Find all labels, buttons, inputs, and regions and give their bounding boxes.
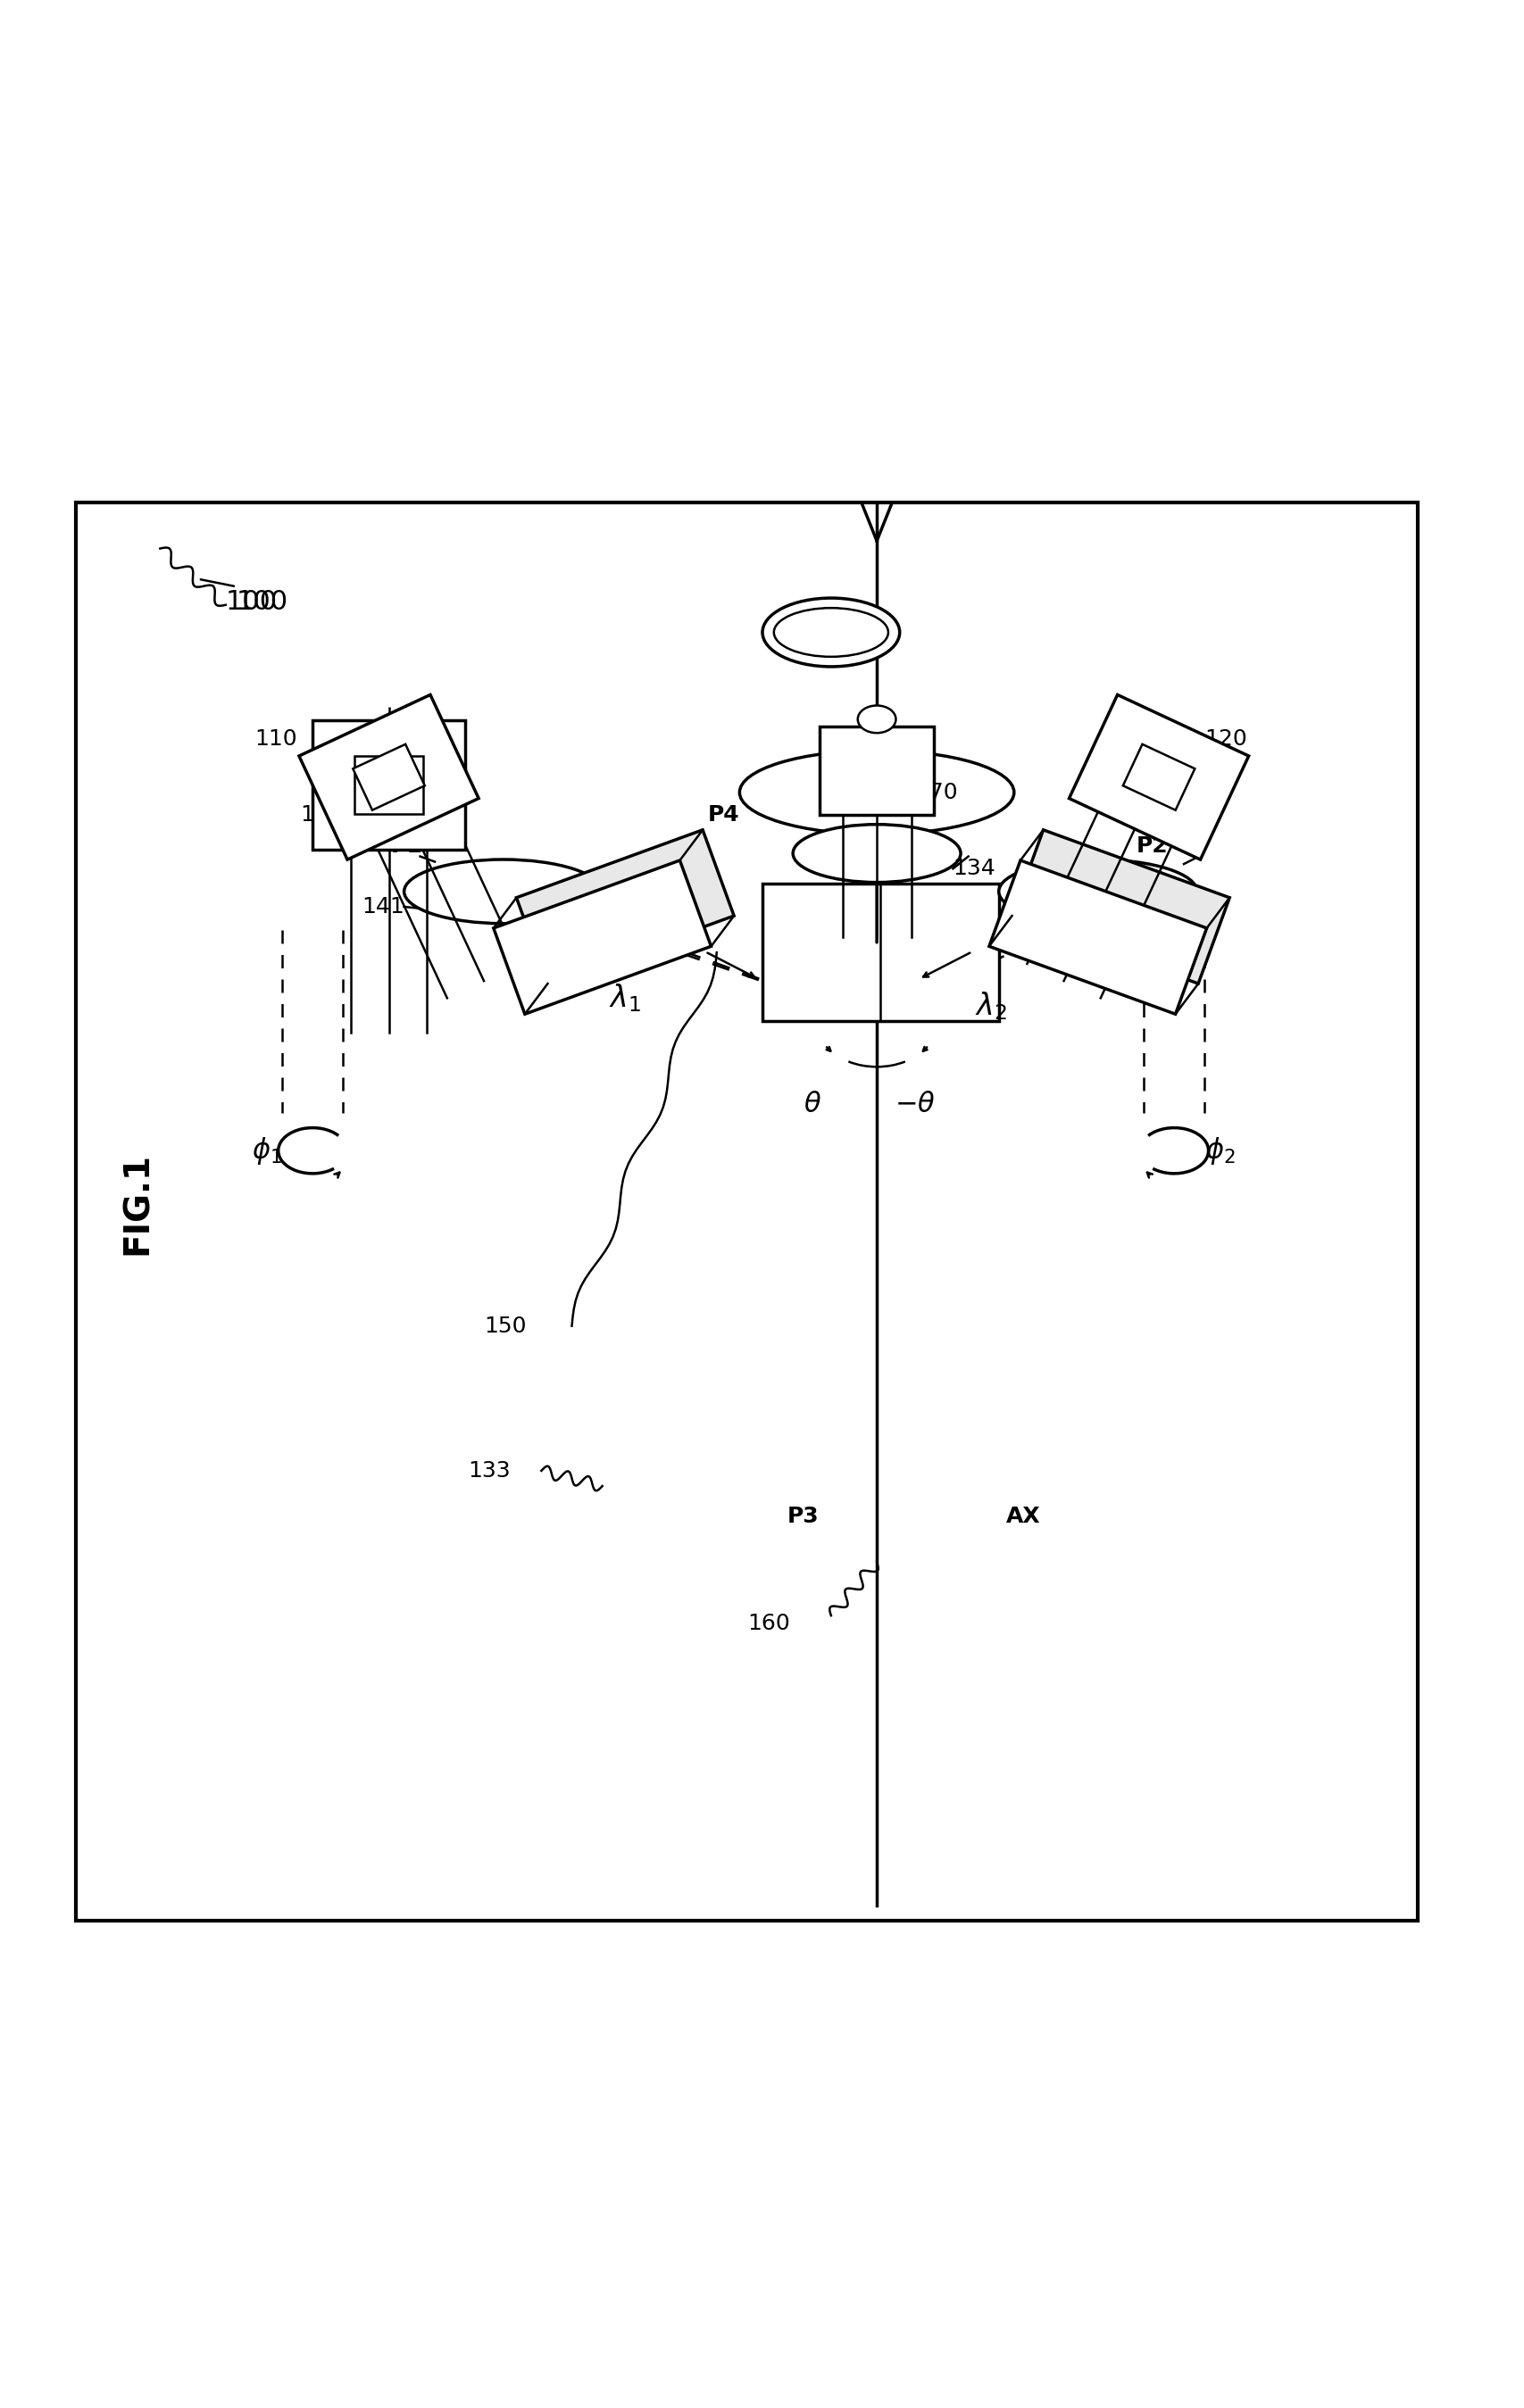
Text: 133: 133 xyxy=(468,1459,511,1481)
Bar xyxy=(820,727,933,816)
Text: 160: 160 xyxy=(747,1613,789,1635)
Ellipse shape xyxy=(774,607,887,657)
Text: $-\theta$: $-\theta$ xyxy=(895,1091,934,1117)
Ellipse shape xyxy=(856,706,896,732)
Text: AX: AX xyxy=(1006,1505,1041,1527)
Polygon shape xyxy=(989,860,1205,1014)
Text: 131: 131 xyxy=(300,804,343,826)
Polygon shape xyxy=(299,696,479,860)
Text: $\phi_2$: $\phi_2$ xyxy=(1204,1134,1234,1165)
Polygon shape xyxy=(1068,696,1248,860)
Polygon shape xyxy=(1122,744,1195,809)
Polygon shape xyxy=(494,860,710,1014)
Polygon shape xyxy=(352,744,425,809)
Text: 134: 134 xyxy=(952,857,995,879)
FancyBboxPatch shape xyxy=(76,503,1417,1922)
Ellipse shape xyxy=(404,860,602,925)
Text: 110: 110 xyxy=(255,727,297,749)
Text: 120: 120 xyxy=(1204,727,1247,749)
Text: 170: 170 xyxy=(914,783,957,804)
Bar xyxy=(762,884,998,1021)
Text: P3: P3 xyxy=(786,1505,818,1527)
Text: 132: 132 xyxy=(1151,804,1193,826)
Text: FIG.1: FIG.1 xyxy=(120,1153,154,1255)
Text: 100: 100 xyxy=(226,590,277,614)
Ellipse shape xyxy=(762,597,899,667)
Ellipse shape xyxy=(998,860,1196,925)
Text: 141: 141 xyxy=(361,896,404,917)
Text: $\lambda_1$: $\lambda_1$ xyxy=(608,982,642,1014)
Text: P4: P4 xyxy=(707,804,739,826)
Text: P2: P2 xyxy=(1135,836,1167,857)
Bar xyxy=(312,720,465,850)
Text: 100: 100 xyxy=(236,590,288,614)
Polygon shape xyxy=(517,831,733,982)
Ellipse shape xyxy=(739,751,1013,833)
Text: 142: 142 xyxy=(1128,896,1170,917)
Text: P1: P1 xyxy=(390,836,422,857)
Text: $\theta$: $\theta$ xyxy=(803,1091,821,1117)
Bar xyxy=(354,756,424,814)
Ellipse shape xyxy=(792,824,960,881)
Text: 150: 150 xyxy=(483,1315,526,1336)
Text: $\phi_1$: $\phi_1$ xyxy=(251,1134,282,1165)
Polygon shape xyxy=(1012,831,1228,982)
Text: $\lambda_2$: $\lambda_2$ xyxy=(975,990,1006,1021)
